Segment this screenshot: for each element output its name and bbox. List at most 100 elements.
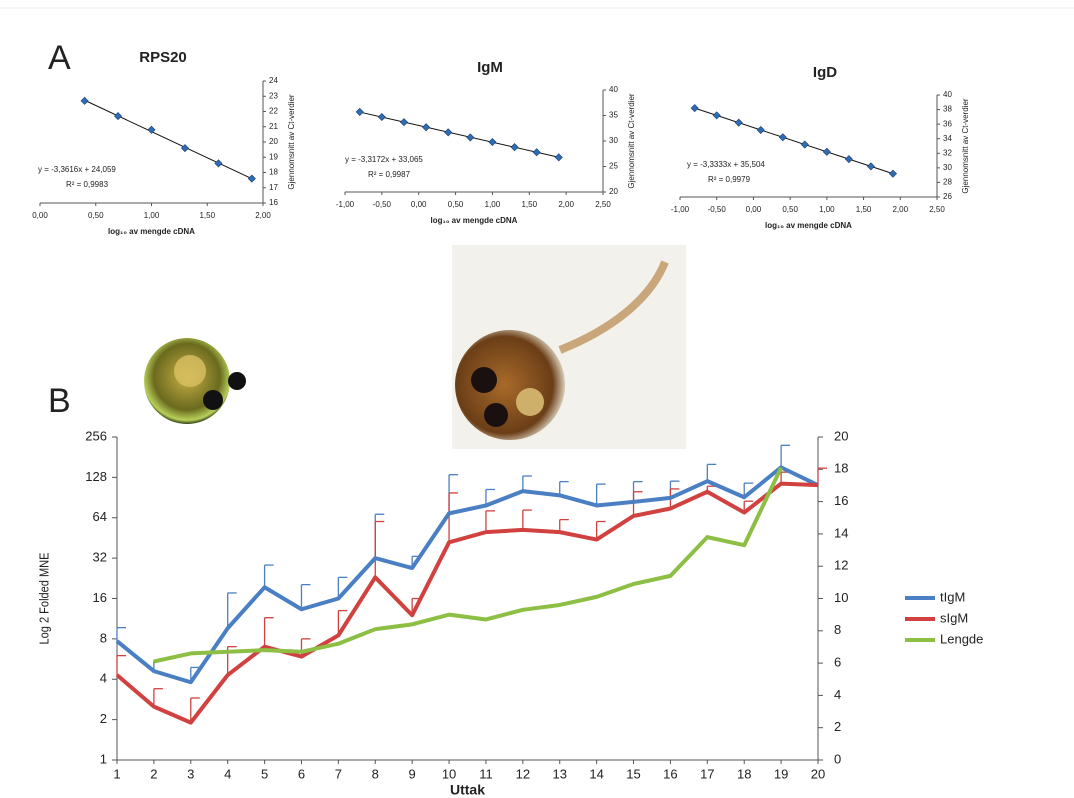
y-tick-label: 38	[943, 105, 952, 114]
data-point	[355, 107, 364, 116]
panel-label: A	[48, 39, 71, 77]
error-bar	[116, 654, 126, 676]
error-bar	[337, 576, 348, 599]
equation: y = -3,3172x + 33,065	[345, 155, 423, 164]
x-tick-label: 8	[372, 766, 379, 781]
x-tick-label: 6	[298, 766, 305, 781]
data-point	[80, 96, 89, 105]
equation: y = -3,3616x + 24,059	[38, 165, 116, 174]
x-tick-label: 2,00	[255, 211, 271, 220]
x-tick-label: 1,00	[144, 211, 160, 220]
y-tick-label: 21	[269, 122, 278, 131]
x-tick-label: 18	[737, 766, 751, 781]
y-tick-label: 256	[85, 428, 107, 443]
data-point	[399, 118, 408, 127]
error-bar	[595, 520, 606, 540]
error-bar	[153, 688, 163, 707]
error-bar	[374, 513, 385, 559]
error-bar	[780, 444, 791, 468]
chart-title: RPS20	[139, 49, 187, 66]
y-tick-label: 64	[93, 509, 107, 524]
y2-tick-label: 20	[834, 428, 848, 443]
y-tick-label: 1	[100, 751, 107, 766]
x-tick-label: 3	[187, 766, 194, 781]
error-bar	[485, 488, 495, 506]
error-bar	[817, 467, 827, 486]
data-point	[756, 125, 765, 134]
error-bar	[300, 583, 311, 610]
r-squared: R² = 0,9987	[368, 170, 411, 179]
error-bar	[522, 509, 532, 530]
data-point	[247, 174, 256, 183]
series-line	[115, 481, 819, 725]
data-point	[510, 143, 519, 152]
trendline	[359, 111, 559, 158]
legend-label: sIgM	[940, 610, 968, 625]
x-tick-label: 2,00	[892, 205, 908, 214]
data-point	[114, 112, 123, 121]
x-tick-label: 16	[663, 766, 677, 781]
x-tick-label: 11	[479, 766, 493, 781]
x-tick-label: 4	[224, 766, 231, 781]
x-tick-label: 19	[774, 766, 788, 781]
error-bar	[522, 475, 532, 492]
x-tick-label: 2,50	[929, 205, 945, 214]
y-tick-label: 22	[269, 107, 278, 116]
data-point	[844, 155, 853, 164]
x-tick-label: 0,00	[32, 211, 48, 220]
y-tick-label: 40	[609, 85, 618, 94]
error-bar	[337, 609, 348, 636]
r-squared: R² = 0,9983	[66, 180, 109, 189]
y-tick-label: 26	[943, 192, 952, 201]
x-tick-label: 1,00	[819, 205, 835, 214]
error-bar	[485, 510, 495, 533]
y-axis-label: Gjennomsnitt av Ct-verdier	[961, 98, 970, 193]
r-squared: R² = 0,9979	[708, 175, 751, 184]
x-tick-label: -0,50	[373, 200, 392, 209]
y-tick-label: 19	[269, 152, 278, 161]
y2-tick-label: 12	[834, 558, 848, 573]
y-tick-label: 4	[100, 671, 107, 686]
data-point	[214, 159, 223, 168]
legend-label: tIgM	[940, 589, 965, 604]
error-bar	[559, 518, 569, 533]
x-tick-label: 20	[811, 766, 825, 781]
y2-tick-label: 18	[834, 461, 848, 476]
x-axis-label: log₁₀ av mengde cDNA	[765, 221, 852, 230]
data-point	[147, 125, 156, 134]
x-tick-label: 1,50	[856, 205, 872, 214]
trendline	[84, 99, 253, 180]
y2-tick-label: 0	[834, 751, 841, 766]
series-line	[115, 465, 819, 685]
y-axis-label: Gjennomsnitt av Ct-verdier	[627, 93, 636, 188]
data-point	[822, 147, 831, 156]
x-tick-label: 17	[700, 766, 714, 781]
data-point	[734, 118, 743, 127]
error-bar	[374, 520, 385, 578]
x-tick-label: 1,00	[485, 200, 501, 209]
y-tick-label: 30	[943, 163, 952, 172]
error-bar	[190, 697, 200, 723]
y2-tick-label: 10	[834, 590, 848, 605]
y-tick-label: 16	[93, 590, 107, 605]
x-axis-label: log₁₀ av mengde cDNA	[108, 227, 195, 236]
x-tick-label: -1,00	[671, 205, 690, 214]
y-axis-label: Log 2 Folded MNE	[37, 552, 52, 644]
x-tick-label: 12	[516, 766, 530, 781]
error-bar	[559, 480, 569, 496]
error-bar	[263, 617, 274, 647]
y-tick-label: 30	[609, 136, 618, 145]
x-tick-label: 0,50	[448, 200, 464, 209]
x-tick-label: 2,00	[558, 200, 574, 209]
chart-title: IgD	[813, 64, 837, 81]
panel-label: B	[48, 382, 71, 420]
y-tick-label: 20	[609, 187, 618, 196]
y-tick-label: 16	[269, 198, 278, 207]
x-tick-label: 2,50	[595, 200, 611, 209]
y2-tick-label: 16	[834, 493, 848, 508]
y2-tick-label: 6	[834, 655, 841, 670]
error-bar	[227, 592, 237, 629]
data-point	[712, 111, 721, 120]
x-axis-label: Uttak	[450, 782, 485, 798]
x-tick-label: -1,00	[336, 200, 355, 209]
